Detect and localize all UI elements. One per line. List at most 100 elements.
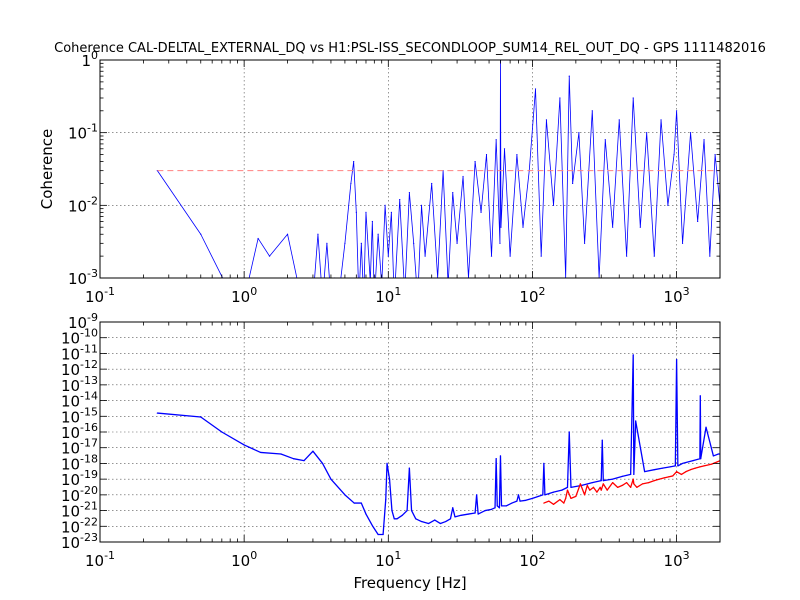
data-point xyxy=(156,412,158,414)
data-point xyxy=(355,211,357,213)
y-tick-label-exponent: -3 xyxy=(87,267,98,280)
top-chart-grid xyxy=(100,60,720,278)
data-point xyxy=(377,233,379,235)
data-point xyxy=(519,500,521,502)
data-point xyxy=(632,478,634,480)
data-point xyxy=(243,444,245,446)
y-tick-label-base: 10 xyxy=(61,330,80,348)
data-point xyxy=(503,148,506,150)
data-point xyxy=(445,520,447,523)
x-tick-label-exponent: 3 xyxy=(683,549,690,562)
data-point xyxy=(621,484,623,486)
data-point xyxy=(417,299,418,300)
data-point xyxy=(694,467,696,469)
data-point xyxy=(384,204,386,206)
data-point xyxy=(559,97,561,99)
y-tick-label-base: 1 xyxy=(81,52,91,70)
y-tick-label: 10-21 xyxy=(61,500,98,521)
data-point xyxy=(626,482,628,484)
data-point xyxy=(632,354,634,356)
data-point xyxy=(350,182,352,185)
y-tick-label: 10-3 xyxy=(68,267,98,288)
data-point xyxy=(644,471,646,473)
data-point xyxy=(303,460,305,462)
data-point xyxy=(406,509,408,512)
data-point xyxy=(330,478,332,480)
x-tick-label-exponent: -1 xyxy=(104,285,115,298)
y-tick-label-exponent: -13 xyxy=(80,374,98,387)
data-point xyxy=(516,500,518,502)
data-point xyxy=(646,132,648,134)
x-tick-label-base: 10 xyxy=(519,288,538,306)
data-point xyxy=(200,233,202,235)
data-point xyxy=(353,502,355,504)
data-point xyxy=(544,494,546,496)
data-point xyxy=(636,486,638,488)
data-point xyxy=(408,467,410,469)
data-point xyxy=(226,284,227,285)
data-point xyxy=(388,478,391,480)
y-tick-label-base: 10 xyxy=(61,534,80,552)
data-point xyxy=(548,500,550,502)
data-point xyxy=(448,284,449,285)
x-tick-label-base: 10 xyxy=(375,288,394,306)
y-tick-label-base: 10 xyxy=(61,518,80,536)
data-point xyxy=(522,226,524,228)
y-tick-label: 10 xyxy=(81,49,98,70)
y-tick-label: 10-16 xyxy=(61,421,98,442)
top-chart-series xyxy=(156,60,720,300)
data-point xyxy=(377,533,379,536)
data-point xyxy=(563,502,565,504)
top-chart-x-tick-labels: 10-1 100 101 102 103 xyxy=(85,285,690,306)
y-tick-label-base: 10 xyxy=(61,345,80,363)
data-point xyxy=(639,226,641,228)
data-point xyxy=(358,299,359,300)
y-tick-label: 10-17 xyxy=(61,437,98,458)
y-tick-label: 10-12 xyxy=(61,358,98,379)
data-point xyxy=(476,494,478,496)
y-tick-label-exponent: -20 xyxy=(80,484,98,497)
data-point xyxy=(462,175,464,178)
y-tick-label-exponent: -18 xyxy=(80,452,98,465)
data-point xyxy=(480,211,482,213)
data-point xyxy=(602,480,604,482)
data-point xyxy=(495,458,497,460)
y-tick-label-base: 10 xyxy=(61,393,80,411)
top-chart-frame xyxy=(99,59,721,279)
data-point xyxy=(667,204,669,206)
bottom-chart-x-axis-label: Frequency [Hz] xyxy=(353,574,466,592)
data-point xyxy=(396,518,398,520)
data-point xyxy=(602,483,604,485)
data-point xyxy=(668,476,670,478)
data-point xyxy=(559,498,561,501)
data-point xyxy=(673,153,675,156)
x-tick-label: 102 xyxy=(519,549,545,570)
data-point xyxy=(570,486,572,488)
data-point xyxy=(312,450,314,452)
data-point xyxy=(676,359,678,361)
data-point xyxy=(653,255,655,257)
data-point xyxy=(257,237,259,240)
data-point xyxy=(326,242,328,244)
data-point xyxy=(370,281,371,282)
data-point xyxy=(353,160,355,163)
data-point xyxy=(648,482,650,484)
x-tick-label-exponent: 0 xyxy=(250,549,257,562)
data-point xyxy=(703,465,705,467)
data-point xyxy=(500,226,502,228)
x-tick-label-base: 10 xyxy=(519,552,538,570)
data-point xyxy=(641,483,644,485)
data-point xyxy=(578,132,580,134)
data-point xyxy=(653,469,655,471)
y-tick-label: 10-14 xyxy=(61,390,98,411)
data-point xyxy=(360,502,362,504)
data-point xyxy=(505,505,508,507)
data-point xyxy=(681,242,684,244)
y-tick-label-exponent: -21 xyxy=(80,500,98,513)
data-point xyxy=(669,466,671,468)
y-tick-label: 10-15 xyxy=(61,405,98,426)
y-tick-label-exponent: -16 xyxy=(80,421,98,434)
data-point xyxy=(681,462,684,465)
y-tick-label-exponent: -17 xyxy=(80,437,98,450)
data-point xyxy=(711,463,713,465)
